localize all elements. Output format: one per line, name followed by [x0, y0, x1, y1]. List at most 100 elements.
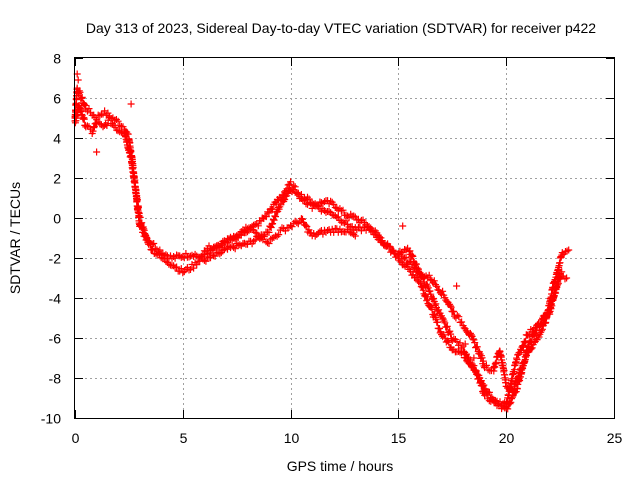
data-point	[348, 229, 356, 237]
data-point	[262, 213, 270, 221]
data-point	[415, 265, 422, 273]
data-point	[476, 350, 484, 358]
data-point	[426, 287, 434, 295]
data-point	[208, 245, 216, 253]
grid-lines	[75, 58, 614, 418]
data-point	[237, 231, 245, 239]
data-point	[222, 238, 230, 246]
data-point	[536, 320, 544, 328]
data-point	[236, 230, 244, 238]
data-point	[479, 388, 487, 395]
x-tick-labels: 0 5 10 15 20 25	[72, 430, 623, 446]
data-point	[99, 110, 107, 118]
data-point	[563, 247, 571, 255]
data-point	[339, 218, 347, 226]
data-point	[368, 227, 376, 234]
data-point	[313, 201, 321, 209]
data-point	[302, 221, 310, 229]
data-point	[96, 120, 104, 128]
data-point	[520, 359, 528, 367]
data-point	[481, 391, 489, 399]
y-tick-label: -2	[49, 251, 62, 267]
data-point	[311, 232, 319, 240]
data-point	[399, 255, 407, 263]
data-point	[365, 225, 373, 233]
data-point	[351, 232, 359, 240]
data-point	[156, 250, 163, 258]
data-point	[513, 356, 521, 364]
data-point	[334, 213, 342, 221]
data-point	[440, 331, 448, 339]
data-point	[93, 119, 101, 127]
data-point	[269, 220, 277, 228]
data-point	[450, 307, 458, 315]
data-point	[430, 310, 438, 318]
data-point	[432, 281, 439, 289]
y-tick-label: -8	[49, 371, 62, 387]
data-point	[227, 236, 234, 244]
data-point-outlier	[461, 340, 469, 348]
data-point	[527, 345, 535, 353]
data-point	[269, 205, 277, 213]
y-tick-label: -6	[49, 331, 62, 347]
data-point	[193, 261, 201, 269]
x-tick-label: 0	[72, 430, 80, 446]
data-point	[458, 318, 466, 326]
data-point	[265, 240, 273, 247]
data-point	[264, 239, 271, 247]
data-point	[331, 212, 339, 220]
data-point	[537, 328, 545, 336]
data-point	[231, 233, 239, 241]
data-point	[236, 241, 244, 249]
data-point	[532, 326, 540, 334]
data-point	[216, 250, 224, 258]
data-point	[291, 183, 299, 191]
data-point	[165, 260, 173, 268]
data-point	[402, 254, 410, 261]
data-point	[305, 195, 313, 203]
data-point	[254, 222, 262, 230]
data-point	[321, 198, 328, 206]
data-point	[471, 366, 479, 374]
data-point	[272, 213, 279, 221]
y-tick-label: 0	[53, 211, 61, 227]
data-point	[467, 331, 475, 339]
data-point	[473, 343, 481, 351]
data-point	[80, 115, 88, 123]
y-tick-label: 8	[53, 51, 61, 67]
data-point	[114, 127, 122, 135]
data-point	[453, 338, 461, 346]
axis-ticks	[75, 58, 615, 419]
data-point	[190, 264, 198, 272]
data-point	[455, 313, 463, 321]
data-point	[350, 230, 358, 238]
data-point	[301, 194, 308, 202]
data-point	[170, 253, 178, 260]
data-point	[297, 215, 305, 223]
data-point	[469, 335, 477, 343]
data-point	[283, 185, 291, 193]
data-point	[177, 265, 185, 273]
data-point	[267, 224, 275, 231]
data-point	[506, 400, 514, 408]
data-point	[106, 114, 113, 121]
data-point	[443, 323, 450, 331]
data-point	[179, 269, 187, 277]
data-point	[504, 405, 512, 413]
data-point	[90, 124, 98, 132]
data-points	[71, 70, 573, 413]
data-point	[495, 400, 502, 408]
data-point	[75, 87, 83, 95]
data-point	[279, 191, 287, 199]
data-point	[119, 123, 127, 131]
data-point	[430, 277, 438, 285]
data-point	[80, 100, 88, 108]
data-point	[413, 264, 421, 272]
data-point-outlier	[74, 76, 82, 84]
data-point	[508, 395, 516, 403]
data-point	[448, 337, 456, 344]
data-point	[385, 243, 393, 250]
y-tick-label: -4	[49, 291, 62, 307]
data-point	[416, 269, 424, 277]
data-point	[251, 228, 259, 236]
